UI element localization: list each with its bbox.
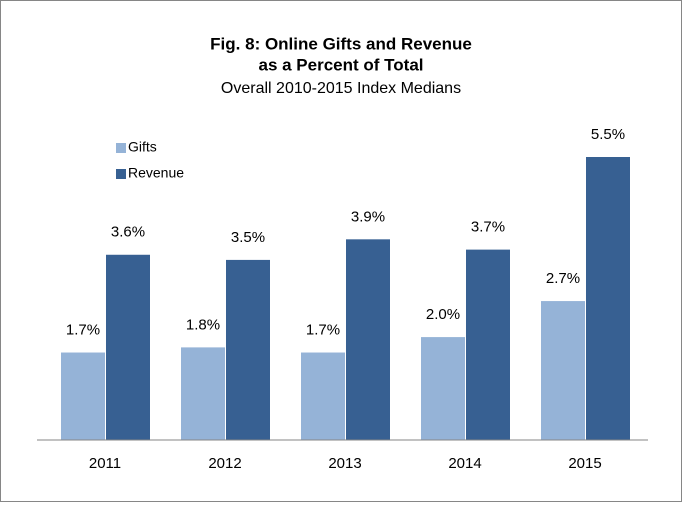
- data-label: 3.5%: [231, 229, 265, 246]
- bar: [346, 239, 390, 440]
- legend-label: Gifts: [128, 139, 157, 155]
- data-label: 1.7%: [66, 321, 100, 338]
- bar: [106, 254, 150, 440]
- legend-swatch: [116, 143, 126, 153]
- bar: [181, 347, 225, 440]
- data-label: 2.0%: [426, 306, 460, 323]
- x-tick-label: 2015: [568, 455, 601, 472]
- data-label: 2.7%: [546, 270, 580, 287]
- data-label: 5.5%: [591, 126, 625, 143]
- chart-subtitle: Overall 2010-2015 Index Medians: [221, 80, 461, 97]
- data-label: 1.8%: [186, 316, 220, 333]
- legend-label: Revenue: [128, 165, 184, 181]
- legend-swatch: [116, 169, 126, 179]
- bar: [466, 249, 510, 440]
- x-tick-label: 2012: [208, 455, 241, 472]
- bar: [541, 301, 585, 440]
- x-tick-label: 2011: [89, 455, 121, 472]
- data-label: 3.7%: [471, 219, 505, 236]
- bar: [301, 352, 345, 440]
- bar: [421, 337, 465, 440]
- x-tick-label: 2014: [448, 455, 481, 472]
- data-label: 3.9%: [351, 208, 385, 225]
- data-label: 3.6%: [111, 224, 145, 241]
- bar: [226, 259, 270, 440]
- bar: [61, 352, 105, 440]
- chart-title: as a Percent of Total: [258, 55, 423, 74]
- bar: [586, 157, 630, 440]
- chart-title: Fig. 8: Online Gifts and Revenue: [210, 34, 472, 53]
- data-label: 1.7%: [306, 321, 340, 338]
- x-tick-label: 2013: [328, 455, 361, 472]
